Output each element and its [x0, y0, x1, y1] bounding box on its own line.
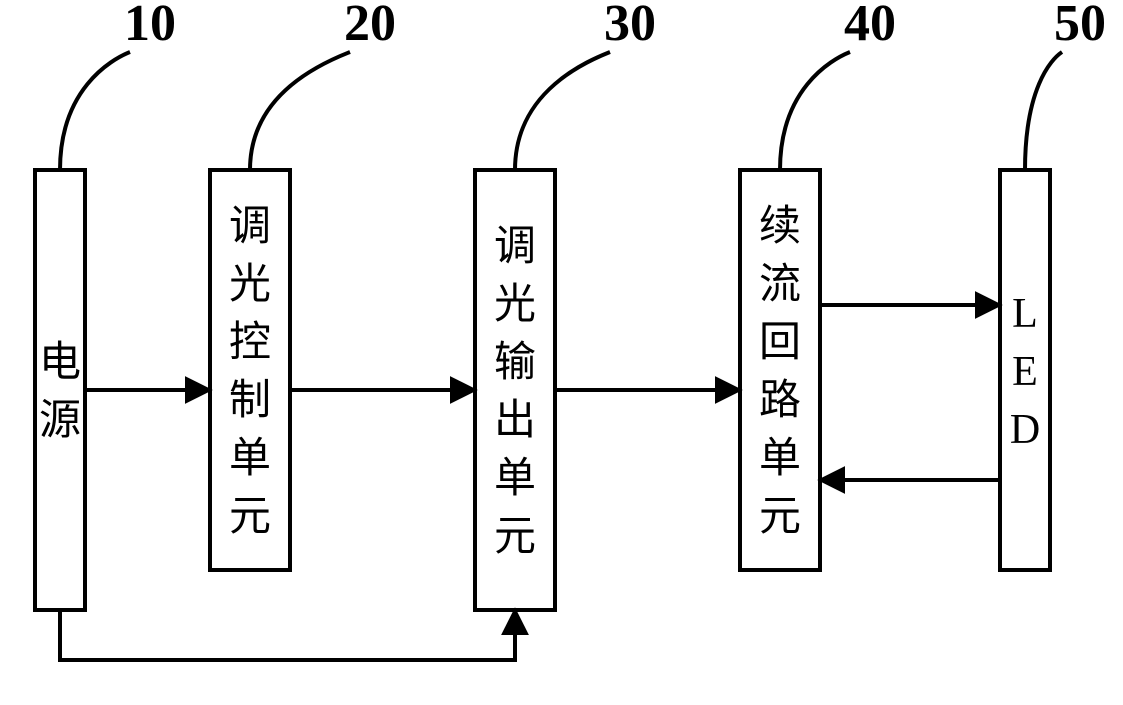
leader-line	[250, 52, 350, 170]
edge-poly	[60, 610, 515, 660]
block-n10: 电源	[35, 170, 85, 610]
block-n40: 续流回路单元	[740, 170, 820, 570]
block-diagram: 电源调光控制单元调光输出单元续流回路单元LED1020304050	[0, 0, 1123, 705]
leader-line	[60, 52, 130, 170]
block-label-char: 光	[494, 282, 536, 328]
block-n50: LED	[1000, 170, 1050, 570]
block-label-char: D	[1010, 407, 1040, 453]
ref-label-50: 50	[1054, 0, 1106, 52]
leader-line	[1025, 52, 1062, 170]
block-label-char: 续	[759, 204, 801, 250]
block-label-char: 出	[494, 398, 536, 444]
block-n30: 调光输出单元	[475, 170, 555, 610]
block-label-char: E	[1012, 349, 1038, 395]
block-label-char: 输	[494, 340, 536, 386]
block-label-char: 源	[39, 398, 81, 444]
block-label-char: 光	[229, 262, 271, 308]
block-label-char: 调	[494, 224, 536, 270]
block-label-char: 控	[229, 320, 271, 366]
block-label-char: 回	[759, 320, 801, 366]
block-label-char: 单	[229, 436, 271, 482]
block-label-char: 电	[39, 340, 81, 386]
block-label-char: 元	[494, 514, 536, 560]
block-label-char: 流	[759, 262, 801, 308]
ref-label-20: 20	[344, 0, 396, 52]
block-label-char: L	[1012, 291, 1038, 337]
block-n20: 调光控制单元	[210, 170, 290, 570]
leader-line	[780, 52, 850, 170]
block-label-char: 元	[759, 494, 801, 540]
block-label-char: 制	[229, 378, 271, 424]
leader-line	[515, 52, 610, 170]
ref-label-40: 40	[844, 0, 896, 52]
block-label-char: 单	[494, 456, 536, 502]
block-label-char: 元	[229, 494, 271, 540]
ref-label-30: 30	[604, 0, 656, 52]
ref-label-10: 10	[124, 0, 176, 52]
block-label-char: 单	[759, 436, 801, 482]
block-rect	[35, 170, 85, 610]
block-label-char: 调	[229, 204, 271, 250]
block-label-char: 路	[759, 378, 801, 424]
